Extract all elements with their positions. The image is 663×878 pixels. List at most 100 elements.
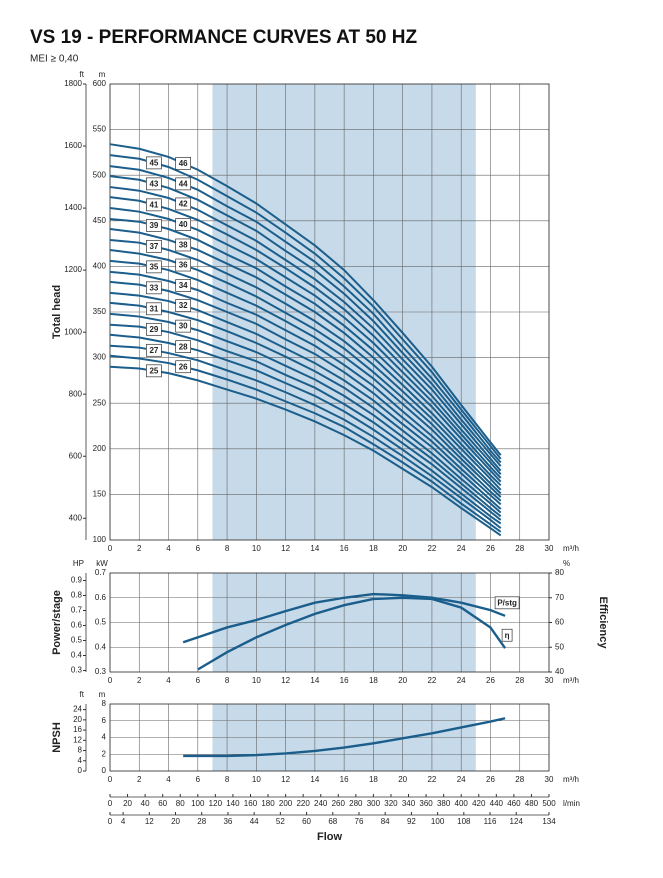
- curve-label: 30: [179, 322, 188, 331]
- curve-label: 36: [179, 261, 188, 270]
- x-tick-label: 6: [196, 676, 201, 685]
- curve: [197, 596, 507, 671]
- curve-label-box: [175, 238, 192, 252]
- plot-frame: [109, 83, 550, 541]
- x-tick-label: 8: [225, 775, 230, 784]
- curve-label-box: [175, 360, 192, 374]
- curve-label-box: [146, 239, 162, 253]
- y-tick-label: 600: [93, 79, 107, 88]
- flow-tick-label: 220: [296, 799, 310, 808]
- curve-label: 45: [149, 158, 158, 167]
- flow-tick-label: 420: [472, 799, 486, 808]
- y-tick-label: 400: [93, 262, 107, 271]
- y-tick-label: 500: [93, 170, 107, 179]
- flow-tick-label: 440: [490, 799, 504, 808]
- curve-label-box: [175, 299, 192, 312]
- flow-tick-label: 460: [507, 799, 521, 808]
- flow-tick-label: 260: [332, 799, 346, 808]
- x-tick-label: 12: [281, 676, 290, 685]
- x-tick-label: 22: [427, 676, 436, 685]
- flow-tick-label: 500: [542, 799, 556, 808]
- y-axis-title: Total head: [51, 285, 63, 339]
- secondary-tick-label: 0.5: [71, 636, 83, 645]
- x-tick-label: 0: [108, 544, 113, 553]
- curve-label: 39: [149, 221, 158, 230]
- flow-tick-label: 320: [384, 799, 398, 808]
- x-axis-title: Flow: [317, 831, 342, 843]
- x-tick-label: 26: [486, 775, 495, 784]
- curve-label: 27: [149, 346, 158, 355]
- x-tick-label: 16: [340, 775, 349, 784]
- curve-label-box: [146, 219, 162, 232]
- x-tick-label: 14: [310, 676, 319, 685]
- y-tick-label: 550: [93, 125, 107, 134]
- x-tick-label: 30: [545, 775, 554, 784]
- y-tick-label: 0.3: [95, 667, 107, 676]
- x-tick-label: 2: [137, 775, 142, 784]
- y-unit: kW: [96, 559, 108, 568]
- secondary-tick-label: 0.4: [71, 651, 83, 660]
- curve-label-box: [494, 596, 520, 610]
- y2-tick-label: 80: [555, 568, 564, 577]
- y-tick-label: 8: [102, 699, 107, 708]
- x-tick-label: 24: [457, 676, 466, 685]
- flow-tick-label: 180: [261, 799, 275, 808]
- flow-tick-label: 4: [121, 817, 126, 826]
- flow-tick-label: 80: [176, 799, 185, 808]
- secondary-tick-label: 0.6: [71, 621, 83, 630]
- secondary-tick-label: 0: [78, 766, 83, 775]
- flow-tick-label: 0: [108, 799, 113, 808]
- flow-tick-label: 380: [437, 799, 451, 808]
- secondary-tick-label: 12: [73, 735, 82, 744]
- x-tick-label: 2: [137, 676, 142, 685]
- secondary-tick-label: 8: [78, 746, 83, 755]
- x-tick-label: 4: [166, 544, 171, 553]
- curve-label-box: [175, 177, 192, 191]
- y2-unit: %: [563, 559, 570, 568]
- curve-label-box: [175, 319, 192, 333]
- x-tick-label: 28: [515, 676, 524, 685]
- curve-label-box: [175, 197, 192, 211]
- secondary-tick-label: 1800: [64, 79, 82, 88]
- x-tick-label: 14: [310, 775, 319, 784]
- secondary-tick-label: 0.3: [71, 666, 83, 675]
- x-tick-label: 10: [252, 775, 261, 784]
- flow-unit: l/min: [563, 799, 580, 808]
- x-tick-label: 12: [281, 775, 290, 784]
- x-tick-label: 30: [545, 544, 554, 553]
- x-tick-label: 20: [398, 544, 407, 553]
- y-tick-label: 0.4: [95, 642, 107, 651]
- x-tick-label: 22: [427, 544, 436, 553]
- curve-label: 26: [179, 362, 188, 371]
- x-tick-label: 0: [108, 676, 113, 685]
- x-tick-label: 2: [137, 544, 142, 553]
- flow-tick-label: 76: [355, 817, 364, 826]
- secondary-tick-label: 1200: [64, 265, 82, 274]
- y2-tick-label: 60: [555, 618, 564, 627]
- y-tick-label: 0: [102, 766, 107, 775]
- flow-tick-label: 52: [276, 817, 285, 826]
- curve: [109, 301, 502, 514]
- y-unit: m: [99, 690, 106, 699]
- curve-label-box: [146, 156, 162, 170]
- curve-label: 28: [179, 342, 188, 351]
- curve-label-box: [146, 322, 162, 336]
- curve-label: 32: [179, 301, 188, 310]
- curve-label: 35: [149, 262, 158, 271]
- y-tick-label: 0.6: [95, 593, 107, 602]
- curve: [109, 154, 502, 460]
- secondary-tick-label: 0.8: [71, 591, 83, 600]
- secondary-tick-label: 400: [69, 513, 83, 522]
- x-tick-label: 8: [225, 676, 230, 685]
- curve-label: 31: [149, 304, 158, 313]
- flow-tick-label: 60: [158, 799, 167, 808]
- x-tick-label: 18: [369, 775, 378, 784]
- x-unit: m³/h: [563, 775, 579, 784]
- y-tick-label: 200: [93, 444, 107, 453]
- flow-tick-label: 60: [302, 817, 311, 826]
- flow-tick-label: 116: [484, 817, 497, 826]
- curve-label: 40: [179, 220, 188, 229]
- flow-tick-label: 280: [349, 799, 363, 808]
- flow-tick-label: 100: [431, 817, 445, 826]
- secondary-unit: HP: [73, 559, 84, 568]
